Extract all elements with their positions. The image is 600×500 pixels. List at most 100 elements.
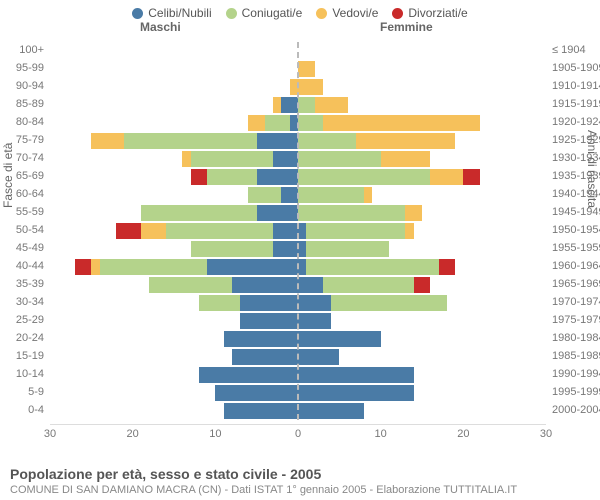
legend-item: Celibi/Nubili [132, 6, 211, 20]
legend-swatch [226, 8, 237, 19]
age-label: 95-99 [16, 62, 50, 74]
bar-segment [298, 187, 364, 203]
age-label: 70-74 [16, 152, 50, 164]
bar-female [298, 277, 430, 293]
bar-female [298, 61, 315, 77]
bar-segment [298, 367, 414, 383]
bar-segment [298, 151, 381, 167]
bar-segment [141, 223, 166, 239]
legend-swatch [316, 8, 327, 19]
bar-female [298, 187, 372, 203]
bar-segment [306, 241, 389, 257]
bar-segment [306, 223, 405, 239]
age-label: 20-24 [16, 332, 50, 344]
birth-label: 1920-1924 [546, 116, 600, 128]
footer-subtitle: COMUNE DI SAN DAMIANO MACRA (CN) - Dati … [10, 484, 590, 496]
bar-female [298, 97, 348, 113]
birth-label: 2000-2004 [546, 404, 600, 416]
x-axis: 3020100102030 [50, 424, 546, 442]
bar-segment [232, 349, 298, 365]
legend: Celibi/Nubili Coniugati/e Vedovi/e Divorzia… [0, 0, 600, 20]
bar-segment [298, 349, 339, 365]
bar-segment [298, 277, 323, 293]
bar-segment [405, 205, 422, 221]
bar-segment [298, 223, 306, 239]
legend-item: Coniugati/e [226, 6, 303, 20]
bar-segment [306, 259, 438, 275]
bar-female [298, 403, 364, 419]
birth-label: 1925-1929 [546, 134, 600, 146]
bar-male [149, 277, 298, 293]
birth-label: ≤ 1904 [546, 44, 586, 56]
bar-segment [298, 385, 414, 401]
x-tick: 0 [295, 428, 301, 440]
birth-label: 1915-1919 [546, 98, 600, 110]
x-tick: 20 [457, 428, 469, 440]
bar-segment [298, 97, 315, 113]
bar-segment [224, 331, 298, 347]
footer-title: Popolazione per età, sesso e stato civil… [10, 466, 590, 482]
bar-segment [323, 277, 414, 293]
birth-label: 1965-1969 [546, 278, 600, 290]
age-label: 45-49 [16, 242, 50, 254]
bar-segment [273, 97, 281, 113]
bar-segment [75, 259, 92, 275]
bar-segment [149, 277, 232, 293]
birth-label: 1960-1964 [546, 260, 600, 272]
bar-segment [298, 133, 356, 149]
bar-segment [248, 187, 281, 203]
birth-label: 1975-1979 [546, 314, 600, 326]
age-label: 25-29 [16, 314, 50, 326]
bar-male [191, 241, 298, 257]
bar-segment [315, 97, 348, 113]
bar-segment [298, 313, 331, 329]
bar-segment [331, 295, 447, 311]
bar-female [298, 133, 455, 149]
male-label: Maschi [140, 20, 181, 34]
x-tick: 10 [209, 428, 221, 440]
bar-segment [273, 151, 298, 167]
bar-female [298, 313, 331, 329]
bar-segment [298, 61, 315, 77]
legend-item: Divorziati/e [392, 6, 467, 20]
bar-segment [430, 169, 463, 185]
bar-male [248, 187, 298, 203]
bar-male [224, 403, 298, 419]
birth-label: 1985-1989 [546, 350, 600, 362]
bar-segment [281, 187, 298, 203]
bar-segment [257, 205, 298, 221]
bar-segment [298, 259, 306, 275]
bar-male [116, 223, 298, 239]
age-label: 50-54 [16, 224, 50, 236]
age-label: 0-4 [28, 404, 50, 416]
bar-male [199, 295, 298, 311]
age-label: 100+ [19, 44, 50, 56]
x-tick: 30 [44, 428, 56, 440]
age-label: 30-34 [16, 296, 50, 308]
bar-segment [124, 133, 256, 149]
bar-male [75, 259, 298, 275]
bar-female [298, 169, 480, 185]
bar-female [298, 385, 414, 401]
bar-female [298, 295, 447, 311]
legend-label: Vedovi/e [332, 6, 378, 20]
bar-segment [364, 187, 372, 203]
age-label: 80-84 [16, 116, 50, 128]
age-label: 35-39 [16, 278, 50, 290]
bar-segment [381, 151, 431, 167]
center-line [297, 42, 299, 420]
age-label: 65-69 [16, 170, 50, 182]
bar-segment [207, 259, 298, 275]
bar-male [224, 331, 298, 347]
age-label: 5-9 [28, 386, 50, 398]
birth-label: 1980-1984 [546, 332, 600, 344]
bar-male [232, 349, 298, 365]
bar-segment [298, 331, 381, 347]
x-tick: 30 [540, 428, 552, 440]
legend-swatch [392, 8, 403, 19]
birth-label: 1940-1944 [546, 188, 600, 200]
birth-label: 1930-1934 [546, 152, 600, 164]
bar-female [298, 205, 422, 221]
female-label: Femmine [380, 20, 433, 34]
bar-segment [463, 169, 480, 185]
